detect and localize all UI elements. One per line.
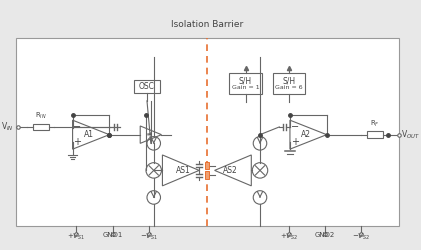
Bar (367, 131, 383, 138)
Text: S/H: S/H (239, 76, 252, 85)
Bar (16, 38, 399, 226)
Text: A1: A1 (84, 130, 94, 139)
Text: +: + (73, 138, 81, 147)
Text: AS1: AS1 (176, 166, 191, 175)
Text: Gain = 6: Gain = 6 (275, 85, 303, 90)
Text: $+V_{S1}$: $+V_{S1}$ (67, 232, 85, 242)
FancyBboxPatch shape (134, 80, 160, 93)
Text: +: + (291, 138, 299, 147)
Text: Gain = 1: Gain = 1 (232, 85, 259, 90)
Text: R$_{IN}$: R$_{IN}$ (35, 111, 47, 121)
Text: ⇌: ⇌ (147, 132, 151, 137)
Text: V$_{OUT}$: V$_{OUT}$ (401, 128, 420, 141)
Text: GND2: GND2 (314, 232, 335, 238)
FancyBboxPatch shape (272, 73, 305, 94)
Bar (32, 124, 49, 130)
Text: V$_{IN}$: V$_{IN}$ (1, 121, 13, 133)
Text: $-V_{S2}$: $-V_{S2}$ (352, 232, 370, 242)
Text: $-V_{S1}$: $-V_{S1}$ (140, 232, 158, 242)
Text: AS2: AS2 (223, 166, 237, 175)
Text: OSC: OSC (139, 82, 155, 91)
Text: Isolation Barrier: Isolation Barrier (171, 20, 243, 29)
Text: S/H: S/H (282, 76, 296, 85)
Text: −: − (291, 122, 299, 132)
Bar (205, 162, 209, 170)
Text: −: − (73, 122, 82, 132)
Text: GND1: GND1 (103, 232, 123, 238)
Bar (205, 171, 209, 179)
Text: R$_F$: R$_F$ (370, 119, 380, 129)
FancyBboxPatch shape (229, 73, 262, 94)
Text: A2: A2 (301, 130, 312, 139)
Text: $+V_{S2}$: $+V_{S2}$ (280, 232, 298, 242)
